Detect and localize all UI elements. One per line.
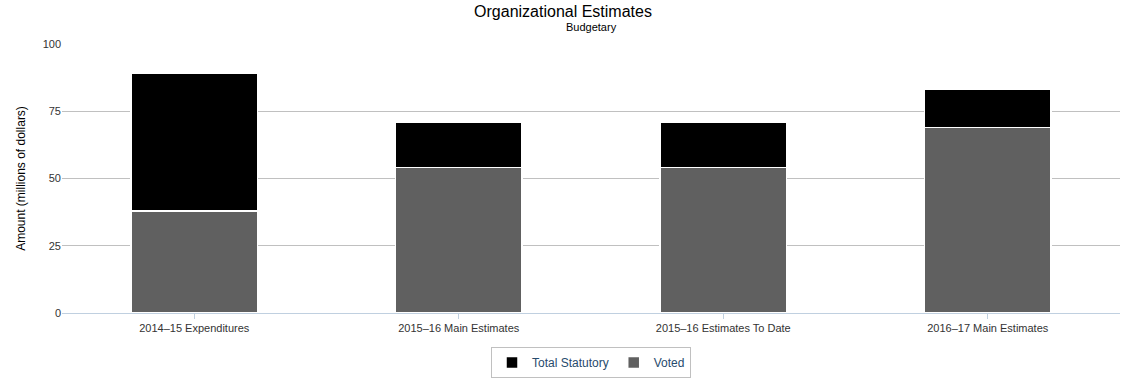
svg-text:Organizational Estimates: Organizational Estimates xyxy=(474,3,652,20)
svg-text:Voted: Voted xyxy=(654,356,685,370)
svg-text:25: 25 xyxy=(49,240,61,252)
svg-text:75: 75 xyxy=(49,105,61,117)
svg-text:2016–17 Main Estimates: 2016–17 Main Estimates xyxy=(927,322,1049,334)
svg-text:Budgetary: Budgetary xyxy=(566,21,617,33)
svg-text:50: 50 xyxy=(49,172,61,184)
svg-text:2014–15 Expenditures: 2014–15 Expenditures xyxy=(139,322,250,334)
svg-text:2015–16 Main Estimates: 2015–16 Main Estimates xyxy=(398,322,520,334)
svg-text:Amount (millions of dollars): Amount (millions of dollars) xyxy=(14,106,28,251)
svg-text:0: 0 xyxy=(55,307,61,319)
svg-text:100: 100 xyxy=(43,38,61,50)
svg-text:2015–16 Estimates To Date: 2015–16 Estimates To Date xyxy=(656,322,791,334)
svg-text:Total Statutory: Total Statutory xyxy=(532,356,609,370)
